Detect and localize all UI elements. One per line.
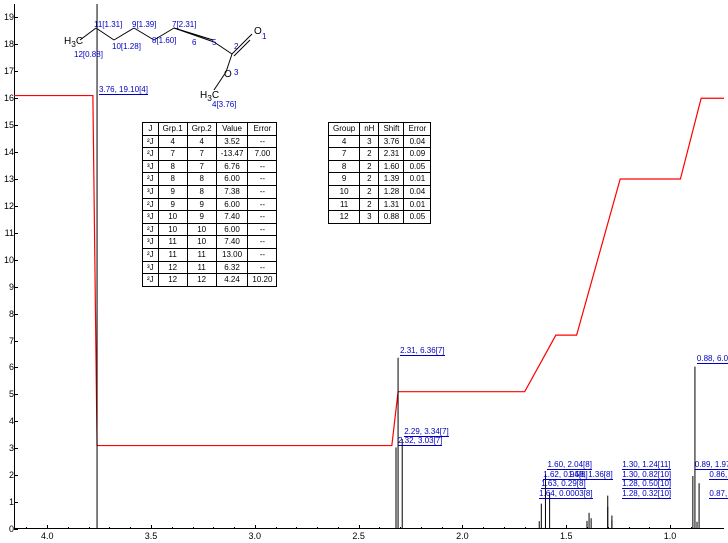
table-row: ²J10106.00-- [143,223,277,236]
atom-index-label: 2 [234,42,238,51]
x-tick-label: 1.0 [664,531,677,541]
atom-index-label: 4[3.76] [212,100,236,109]
y-tick-label: 4 [4,416,14,426]
table-header: Error [248,123,277,136]
atom-index-label: 11[1.31] [94,20,122,29]
atom-index-label: 5 [212,38,216,47]
atom-index-label: 10[1.28] [112,42,141,51]
table-header: nH [360,123,379,136]
y-tick-label: 15 [4,120,14,130]
table-row: 722.310.09 [329,148,431,161]
shift-table: GroupnHShiftError433.760.04722.310.09821… [328,122,431,224]
y-tick-label: 7 [4,336,14,346]
table-row: ³J876.76-- [143,160,277,173]
y-tick-label: 12 [4,201,14,211]
table-row: ³J987.38-- [143,185,277,198]
table-header: Shift [379,123,404,136]
x-tick-label: 1.5 [560,531,573,541]
nmr-plot: H3COOH3C11[1.31]12[0.88]9[1.39]10[1.28]8… [14,4,724,529]
x-tick-label: 3.0 [249,531,262,541]
atom-label: O [254,26,262,37]
table-row: ³J12116.32-- [143,261,277,274]
y-tick-label: 10 [4,255,14,265]
atom-index-label: 9[1.39] [132,20,156,29]
peak-label: 3.76, 19.10[4] [99,85,148,94]
atom-index-label: 8[1.60] [152,36,176,45]
table-row: ²J111113.00-- [143,248,277,261]
table-row: ²J77-13.477.00 [143,148,277,161]
y-tick-label: 5 [4,389,14,399]
y-tick-label: 8 [4,309,14,319]
table-header: Value [216,123,248,136]
atom-index-label: 12[0.88] [74,50,103,59]
y-tick-label: 19 [4,12,14,22]
table-row: 1021.280.04 [329,185,431,198]
y-tick-label: 3 [4,443,14,453]
table-row: ²J443.52-- [143,135,277,148]
table-row: 1121.310.01 [329,198,431,211]
atom-index-label: 6 [192,38,196,47]
peak-label: 1.28, 0.32[10] [622,489,671,498]
table-header: J [143,123,159,136]
table-row: ²J996.00-- [143,198,277,211]
table-row: ²J886.00-- [143,173,277,186]
peak-label: 1.63, 0.29[8] [541,479,585,488]
atom-index-label: 1 [262,32,266,41]
peak-label: 1.30, 0.82[10] [622,470,671,479]
table-header: Grp.2 [187,123,216,136]
peak-label: 2.31, 6.36[7] [400,346,444,355]
y-tick-label: 9 [4,282,14,292]
x-tick-label: 2.5 [352,531,365,541]
table-row: 821.600.05 [329,160,431,173]
table-row: ²J12124.2410.20 [143,274,277,287]
table-header: Grp.1 [158,123,187,136]
peak-label: 0.89, 1.97[12] [695,460,728,469]
table-header: Group [329,123,360,136]
peak-label: 1.30, 1.24[11] [622,460,670,469]
peak-label: 2.29, 3.34[7] [404,427,448,436]
y-tick-label: 1 [4,497,14,507]
y-tick-label: 17 [4,66,14,76]
peak-label: 0.88, 6.03[12] [697,354,728,363]
y-tick-label: 2 [4,470,14,480]
peak-label: 0.86, 1.70[12] [709,470,728,479]
y-tick-label: 13 [4,174,14,184]
peak-label: 1.28, 0.50[10] [622,479,671,488]
molecule-structure: H3COOH3C11[1.31]12[0.88]9[1.39]10[1.28]8… [64,14,274,104]
y-tick-label: 6 [4,362,14,372]
x-tick-label: 4.0 [41,531,54,541]
y-tick-label: 0 [4,524,14,534]
peak-label: 1.60, 2.04[8] [547,460,591,469]
y-tick-label: 14 [4,147,14,157]
table-row: ³J11107.40-- [143,236,277,249]
atom-index-label: 3 [234,68,238,77]
peak-label: 2.32, 3.03[7] [398,436,442,445]
peak-label: 0.87, 0.27[12] [709,489,728,498]
table-row: 921.390.01 [329,173,431,186]
peak-label: 1.58, 1.36[8] [568,470,612,479]
coupling-table: JGrp.1Grp.2ValueError²J443.52--²J77-13.4… [142,122,277,287]
y-tick-label: 11 [4,228,14,238]
atom-index-label: 7[2.31] [172,20,196,29]
x-tick-label: 3.5 [145,531,158,541]
y-tick-label: 18 [4,39,14,49]
table-row: 433.760.04 [329,135,431,148]
table-header: Error [404,123,431,136]
x-tick-label: 2.0 [456,531,469,541]
table-row: 1230.880.05 [329,211,431,224]
atom-label: H3C [64,36,83,49]
y-tick-label: 16 [4,93,14,103]
atom-label: O [224,69,232,80]
table-row: ³J1097.40-- [143,211,277,224]
peak-label: 1.64, 0.0003[8] [539,489,592,498]
